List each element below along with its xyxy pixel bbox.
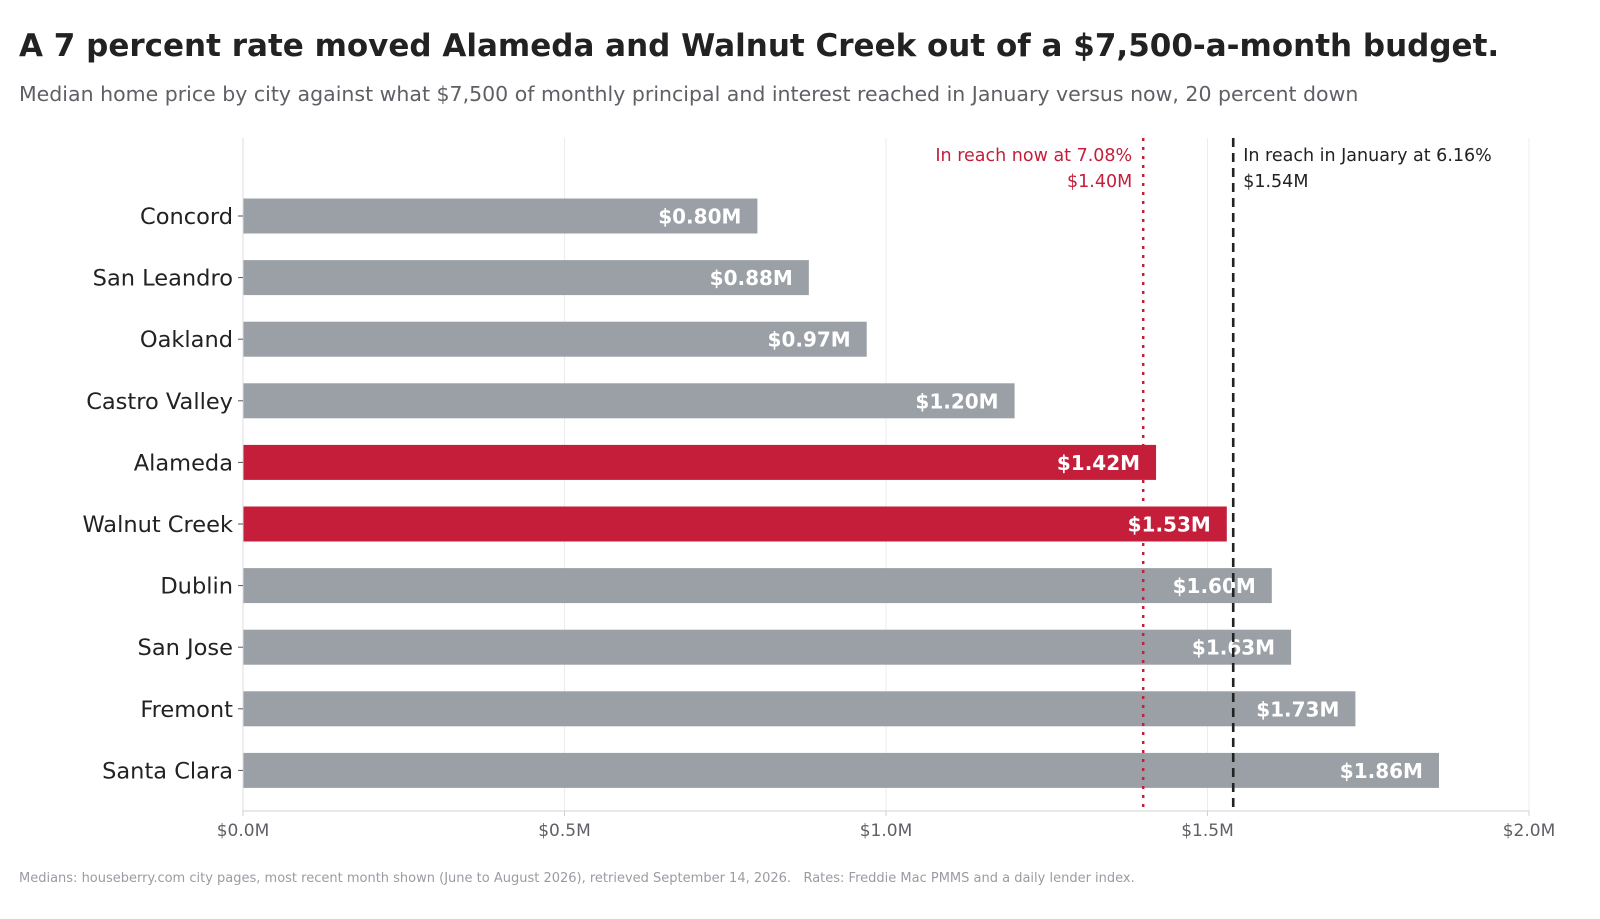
bar-value-label: $1.42M — [1057, 451, 1140, 475]
chart-subtitle: Median home price by city against what $… — [19, 82, 1359, 106]
y-tick-label: Castro Valley — [86, 389, 233, 415]
bar-value-label: $0.80M — [658, 205, 741, 229]
bar-dublin — [243, 568, 1272, 604]
reference-line-label: In reach now at 7.08% — [935, 146, 1132, 166]
bar-santa-clara — [243, 752, 1439, 788]
chart-title: A 7 percent rate moved Alameda and Walnu… — [19, 28, 1500, 64]
bar-value-label: $1.73M — [1256, 697, 1339, 721]
bar-castro-valley — [243, 383, 1015, 419]
y-tick-label: San Leandro — [93, 266, 233, 292]
reference-line-label: In reach in January at 6.16% — [1243, 146, 1492, 166]
bar-value-label: $0.88M — [710, 266, 793, 290]
x-tick-label: $2.0M — [1503, 821, 1556, 841]
axes: $0.0M $0.5M $1.0M $1.5M $2.0M Concord San Lean… — [82, 138, 1555, 841]
bar-value-label: $1.53M — [1128, 513, 1211, 537]
bar-value-label: $1.60M — [1173, 574, 1256, 598]
value-labels: $0.80M $0.88M $0.97M $1.20M $1.42M $1.53M $1.6… — [658, 205, 1423, 783]
y-tick-label: Dublin — [160, 574, 233, 600]
bar-oakland — [243, 321, 867, 357]
bar-concord — [243, 198, 758, 234]
bars — [243, 198, 1439, 788]
bar-san-leandro — [243, 260, 809, 296]
reference-line-value: $1.40M — [1067, 172, 1132, 192]
bar-value-label: $1.20M — [915, 389, 998, 413]
y-tick-label: San Jose — [138, 635, 233, 661]
y-tick-label: Santa Clara — [102, 758, 233, 784]
bar-value-label: $0.97M — [768, 328, 851, 352]
y-tick-label: Alameda — [134, 450, 233, 476]
bar-san-jose — [243, 629, 1292, 665]
y-tick-label: Fremont — [140, 697, 233, 723]
x-tick-label: $0.0M — [217, 821, 270, 841]
x-tick-label: $0.5M — [538, 821, 591, 841]
reference-line-value: $1.54M — [1243, 172, 1308, 192]
bar-fremont — [243, 691, 1356, 727]
y-tick-label: Concord — [140, 204, 233, 230]
x-tick-label: $1.0M — [860, 821, 913, 841]
y-tick-label: Oakland — [140, 327, 233, 353]
bar-alameda — [243, 444, 1157, 480]
x-tick-label: $1.5M — [1181, 821, 1234, 841]
reference-lines: In reach now at 7.08% $1.40M In reach in J… — [935, 138, 1492, 811]
bar-value-label: $1.86M — [1340, 759, 1423, 783]
footnote: Medians: houseberry.com city pages, most… — [19, 871, 1135, 886]
bar-walnut-creek — [243, 506, 1227, 542]
y-tick-label: Walnut Creek — [82, 512, 233, 538]
